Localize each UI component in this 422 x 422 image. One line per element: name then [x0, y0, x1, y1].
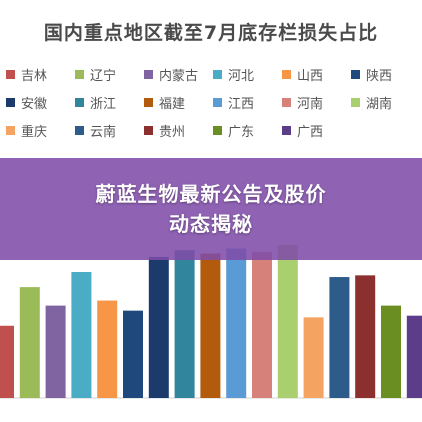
- legend-swatch: [75, 97, 84, 107]
- bar: [226, 248, 247, 398]
- bar: [200, 253, 221, 398]
- legend-item: 重庆: [6, 122, 75, 140]
- legend-item: 辽宁: [75, 66, 144, 84]
- legend-label: 山西: [297, 68, 324, 84]
- legend-item: 浙江: [75, 94, 144, 112]
- legend-swatch: [6, 97, 15, 107]
- bar: [148, 256, 169, 398]
- legend-swatch: [144, 97, 153, 107]
- bar: [71, 272, 92, 398]
- bar: [329, 277, 350, 398]
- legend-swatch: [282, 69, 291, 79]
- bar: [0, 325, 14, 398]
- legend-item: 河北: [213, 66, 282, 84]
- legend-label: 江西: [228, 96, 255, 112]
- legend-item: 内蒙古: [144, 66, 213, 84]
- bar: [123, 310, 143, 398]
- legend-label: 湖南: [366, 96, 393, 112]
- bar: [355, 275, 376, 398]
- legend-swatch: [282, 125, 291, 135]
- legend-swatch: [351, 69, 360, 79]
- bar: [19, 287, 40, 398]
- legend-label: 河南: [297, 96, 324, 112]
- legend-swatch: [282, 97, 291, 107]
- chart-legend: 吉林 辽宁 内蒙古 河北 山西 陕西安徽 浙江 福建 江西 河南 湖南重庆 云南 贵州 广东 广西: [6, 66, 420, 140]
- legend-item: 福建: [144, 94, 213, 112]
- legend-item: 云南: [75, 122, 144, 140]
- legend-swatch: [351, 97, 360, 107]
- legend-label: 广西: [297, 124, 324, 140]
- bar: [174, 250, 195, 398]
- legend-swatch: [144, 69, 153, 79]
- legend-swatch: [75, 69, 84, 79]
- legend-swatch: [6, 69, 15, 79]
- legend-label: 贵州: [159, 124, 186, 140]
- legend-label: 内蒙古: [159, 68, 199, 84]
- chart-title: 国内重点地区截至7月底存栏损失占比: [43, 22, 379, 44]
- bar: [45, 305, 66, 398]
- bar: [277, 245, 298, 398]
- legend-label: 吉林: [21, 68, 48, 84]
- bar: [381, 305, 401, 398]
- legend-item: 贵州: [144, 122, 213, 140]
- legend-label: 云南: [90, 124, 117, 140]
- legend-swatch: [75, 125, 84, 135]
- legend-swatch: [144, 125, 153, 135]
- legend-swatch: [213, 69, 222, 79]
- legend-label: 辽宁: [90, 68, 117, 84]
- legend-item: 安徽: [6, 94, 75, 112]
- legend-swatch: [213, 97, 222, 107]
- legend-label: 安徽: [21, 96, 48, 112]
- bar: [252, 251, 272, 398]
- legend-item: 吉林: [6, 66, 75, 84]
- headline-line-1: 蔚蓝生物最新公告及股价: [95, 182, 327, 206]
- legend-item: 湖南: [351, 94, 420, 112]
- legend-label: 广东: [228, 124, 255, 140]
- legend-swatch: [213, 125, 222, 135]
- bar: [97, 300, 118, 398]
- legend-label: 河北: [228, 68, 255, 84]
- headline-line-2: 动态揭秘: [169, 212, 253, 236]
- legend-swatch: [6, 125, 15, 135]
- legend-item: 江西: [213, 94, 282, 112]
- bar: [303, 317, 324, 398]
- legend-label: 重庆: [21, 124, 48, 140]
- legend-item: 陕西: [351, 66, 420, 84]
- bar: [406, 315, 422, 398]
- legend-label: 浙江: [90, 96, 117, 112]
- legend-item: 广东: [213, 122, 282, 140]
- legend-label: 福建: [159, 96, 186, 112]
- legend-label: 陕西: [366, 68, 393, 84]
- legend-item: 河南: [282, 94, 351, 112]
- headline-banner[interactable]: 蔚蓝生物最新公告及股价 动态揭秘: [0, 158, 422, 260]
- legend-item: 山西: [282, 66, 351, 84]
- legend-item: 广西: [282, 122, 351, 140]
